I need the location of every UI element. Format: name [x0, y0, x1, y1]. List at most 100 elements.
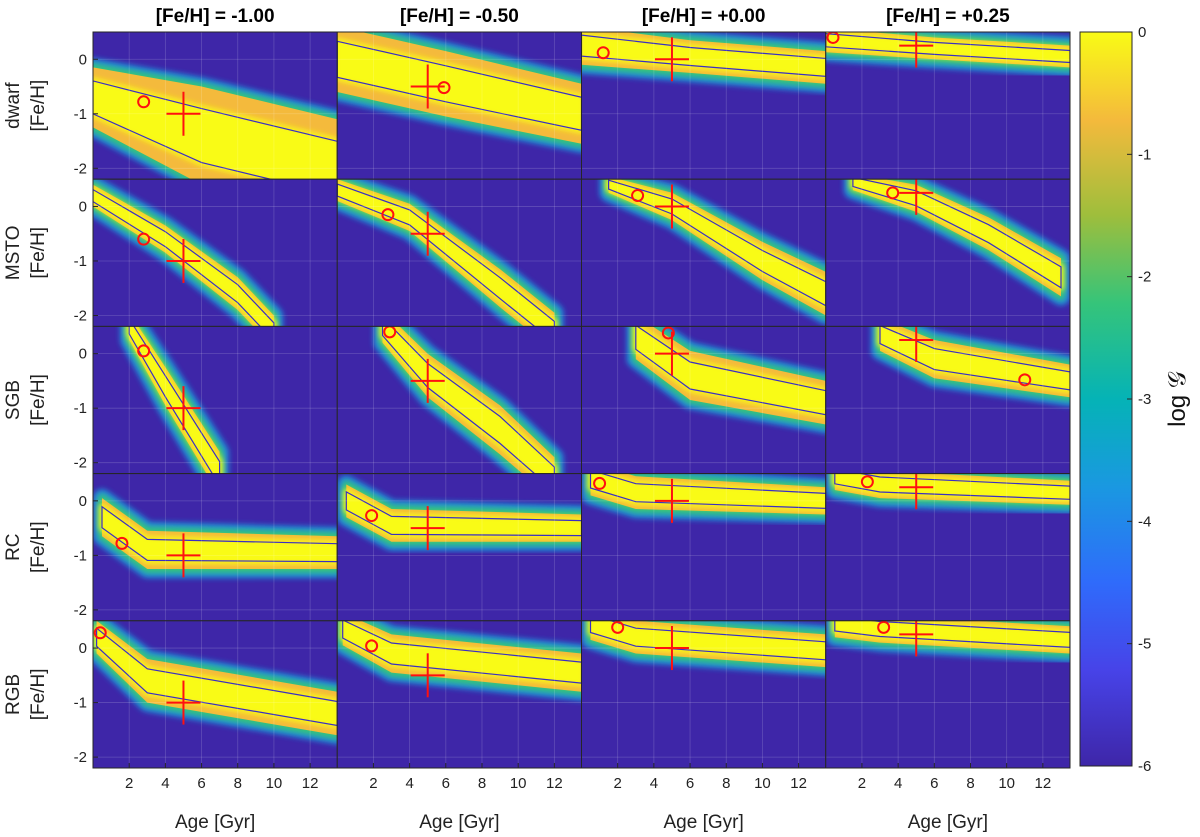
best-fit-marker: [631, 189, 645, 203]
y-axis-label: [Fe/H]: [28, 80, 49, 132]
best-fit-marker: [137, 344, 151, 358]
panel-dwarf-2: [581, 31, 827, 180]
best-fit-marker: [877, 620, 891, 634]
x-tick-label: 12: [546, 775, 563, 792]
y-tick-label: -2: [74, 160, 87, 177]
likelihood-contour: [381, 326, 555, 474]
y-tick-label: 0: [79, 493, 87, 510]
panel-RC-0: 0 -1 -2: [74, 473, 338, 622]
y-tick-label: 0: [79, 51, 87, 68]
best-fit-marker: [611, 620, 625, 634]
panel-MSTO-2: [581, 178, 827, 327]
panel-RC-2: [581, 473, 827, 622]
colorbar-tick-label: -1: [1138, 146, 1151, 163]
likelihood-contour: [93, 80, 338, 180]
likelihood-contour: [345, 490, 582, 537]
colorbar-label: log 𝒢: [1164, 371, 1191, 427]
x-tick-label: 4: [405, 775, 413, 792]
x-tick-label: 6: [197, 775, 205, 792]
y-tick-label: -1: [74, 547, 87, 564]
panel-grid: 0 -1 -2 0 -1 -2 0 -1 -2 0 -1 -2 0 -1 -2 2 4 6 8 10 12 2 4 6 8 10 1…: [74, 31, 1071, 792]
colorbar: 0 -1 -2 -3 -4 -5 -6 log 𝒢: [1079, 24, 1191, 775]
panel-dwarf-3: [825, 31, 1071, 180]
likelihood-contour: [879, 326, 1070, 391]
x-tick-label: 8: [234, 775, 242, 792]
best-fit-marker: [365, 639, 379, 653]
y-tick-label: 0: [79, 198, 87, 215]
x-tick-label: 2: [125, 775, 133, 792]
best-fit-marker: [661, 326, 675, 340]
x-tick-label: 6: [442, 775, 450, 792]
row-label: RGB: [3, 674, 24, 715]
column-title: [Fe/H] = +0.25: [886, 6, 1010, 27]
y-tick-label: -2: [74, 602, 87, 619]
colorbar-gradient: [1079, 31, 1133, 767]
likelihood-contour: [96, 626, 338, 727]
likelihood-contour: [635, 326, 826, 416]
column-title: [Fe/H] = -1.00: [156, 6, 275, 27]
column-title: [Fe/H] = -0.50: [400, 6, 519, 27]
likelihood-contour: [342, 620, 582, 684]
y-axis-label: [Fe/H]: [28, 374, 49, 426]
x-axis-label: Age [Gyr]: [175, 812, 255, 833]
best-fit-marker: [137, 95, 151, 109]
row-labels: dwarf [Fe/H]MSTO [Fe/H]SGB [Fe/H]RC [Fe/H]RG…: [3, 80, 49, 721]
x-tick-label: 12: [302, 775, 319, 792]
likelihood-contour: [93, 188, 275, 327]
colorbar-tick-label: -2: [1138, 269, 1151, 286]
colorbar-tick-label: -5: [1138, 636, 1151, 653]
best-fit-marker: [593, 476, 607, 490]
panel-RGB-3: 2 4 6 8 10 12: [825, 620, 1071, 792]
panel-SGB-3: [825, 325, 1071, 475]
likelihood-contour: [128, 326, 221, 474]
y-axis-label: [Fe/H]: [28, 227, 49, 279]
likelihood-contour: [608, 179, 826, 307]
x-axis-label: Age [Gyr]: [419, 812, 499, 833]
row-label: MSTO: [3, 226, 24, 281]
colorbar-tick-label: 0: [1138, 24, 1146, 41]
likelihood-contour: [337, 183, 555, 327]
best-fit-marker: [596, 46, 610, 60]
x-tick-label: 4: [650, 775, 658, 792]
panel-RC-1: [336, 473, 582, 622]
x-tick-label: 4: [161, 775, 169, 792]
y-tick-label: -2: [74, 307, 87, 324]
best-fit-marker: [826, 32, 840, 44]
colorbar-tick-label: -4: [1138, 513, 1151, 530]
panel-RGB-0: 0 -1 -2 2 4 6 8 10 12: [74, 620, 338, 792]
best-fit-marker: [137, 232, 151, 246]
panel-RGB-2: 2 4 6 8 10 12: [581, 620, 827, 792]
likelihood-contour: [834, 473, 1070, 500]
y-tick-label: -1: [74, 400, 87, 417]
x-tick-label: 10: [754, 775, 771, 792]
row-label: SGB: [3, 380, 24, 420]
x-tick-label: 12: [790, 775, 807, 792]
y-tick-label: 0: [79, 640, 87, 657]
x-tick-label: 8: [478, 775, 486, 792]
x-tick-label: 2: [369, 775, 377, 792]
x-axis: Age [Gyr] Age [Gyr] Age [Gyr] Age [Gyr]: [175, 812, 988, 833]
best-fit-marker: [115, 536, 129, 550]
best-fit-marker: [365, 509, 379, 523]
panel-MSTO-1: [336, 178, 582, 327]
likelihood-contour: [852, 179, 1062, 289]
likelihood-contour: [101, 505, 338, 563]
likelihood-contour: [834, 620, 1070, 649]
best-fit-marker: [381, 208, 395, 222]
best-fit-marker: [860, 475, 874, 489]
y-tick-label: 0: [79, 346, 87, 363]
y-tick-label: -1: [74, 106, 87, 123]
column-title: [Fe/H] = +0.00: [642, 6, 766, 27]
best-fit-marker: [93, 626, 107, 640]
y-tick-label: -1: [74, 695, 87, 712]
colorbar-tick-label: -3: [1138, 391, 1151, 408]
x-tick-label: 2: [858, 775, 866, 792]
x-tick-label: 2: [614, 775, 622, 792]
panel-MSTO-0: 0 -1 -2: [74, 178, 338, 327]
row-label: RC: [3, 533, 24, 560]
best-fit-marker: [383, 326, 397, 339]
panel-MSTO-3: [825, 178, 1071, 327]
x-tick-label: 10: [510, 775, 527, 792]
best-fit-marker: [886, 186, 900, 200]
